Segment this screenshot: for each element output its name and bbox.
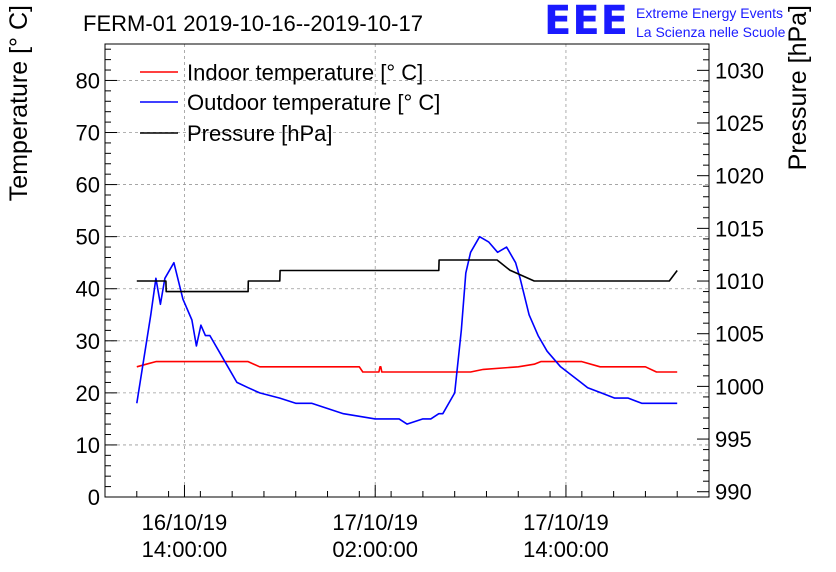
series-line-outdoor-temperature <box>136 235 678 425</box>
y-axis-left-label: Temperature [° C] <box>5 5 33 201</box>
grid <box>105 44 709 497</box>
legend-label-indoor: Indoor temperature [° C] <box>187 60 423 85</box>
y-right-tick-label: 1020 <box>715 164 764 189</box>
legend-label-pressure: Pressure [hPa] <box>187 121 333 146</box>
logo-line-2: La Scienza nelle Scuole <box>636 24 786 40</box>
y-right-tick-label: 1030 <box>715 58 764 83</box>
series-lines <box>136 235 678 425</box>
x-tick-label-time: 14:00:00 <box>142 537 228 562</box>
y-right-tick-label: 1015 <box>715 216 764 241</box>
y-left-tick-label: 40 <box>76 277 100 302</box>
x-tick-label-date: 16/10/19 <box>142 510 228 535</box>
y-right-tick-label: 1000 <box>715 374 764 399</box>
eee-logo: EEE Extreme Energy Events La Scienza nel… <box>544 0 834 46</box>
axis-ticks: 0102030405060708099099510001005101010151… <box>76 48 764 562</box>
x-tick-label-date: 17/10/19 <box>332 510 418 535</box>
legend-label-outdoor: Outdoor temperature [° C] <box>187 90 440 115</box>
series-line-indoor-temperature <box>136 360 678 373</box>
x-tick-label-time: 02:00:00 <box>332 537 418 562</box>
y-left-tick-label: 60 <box>76 173 100 198</box>
y-left-tick-label: 50 <box>76 225 100 250</box>
x-tick-label-date: 17/10/19 <box>523 510 609 535</box>
y-left-tick-label: 30 <box>76 329 100 354</box>
y-right-tick-label: 1005 <box>715 322 764 347</box>
y-left-tick-label: 0 <box>88 485 100 510</box>
y-right-tick-label: 995 <box>715 427 752 452</box>
logo-line-1: Extreme Energy Events <box>636 5 784 21</box>
y-axis-right-label: Pressure [hPa] <box>784 5 812 170</box>
series-line-pressure <box>136 259 678 293</box>
y-left-tick-label: 10 <box>76 433 100 458</box>
y-left-tick-label: 70 <box>76 121 100 146</box>
y-left-tick-label: 80 <box>76 68 100 93</box>
x-tick-label-time: 14:00:00 <box>523 537 609 562</box>
y-right-tick-label: 1025 <box>715 111 764 136</box>
legend: Indoor temperature [° C] Outdoor tempera… <box>140 60 440 146</box>
y-left-tick-label: 20 <box>76 381 100 406</box>
y-right-tick-label: 1010 <box>715 269 764 294</box>
y-right-tick-label: 990 <box>715 480 752 505</box>
chart-title: FERM-01 2019-10-16--2019-10-17 <box>83 11 423 36</box>
eee-logo-mark: EEE <box>544 0 629 44</box>
